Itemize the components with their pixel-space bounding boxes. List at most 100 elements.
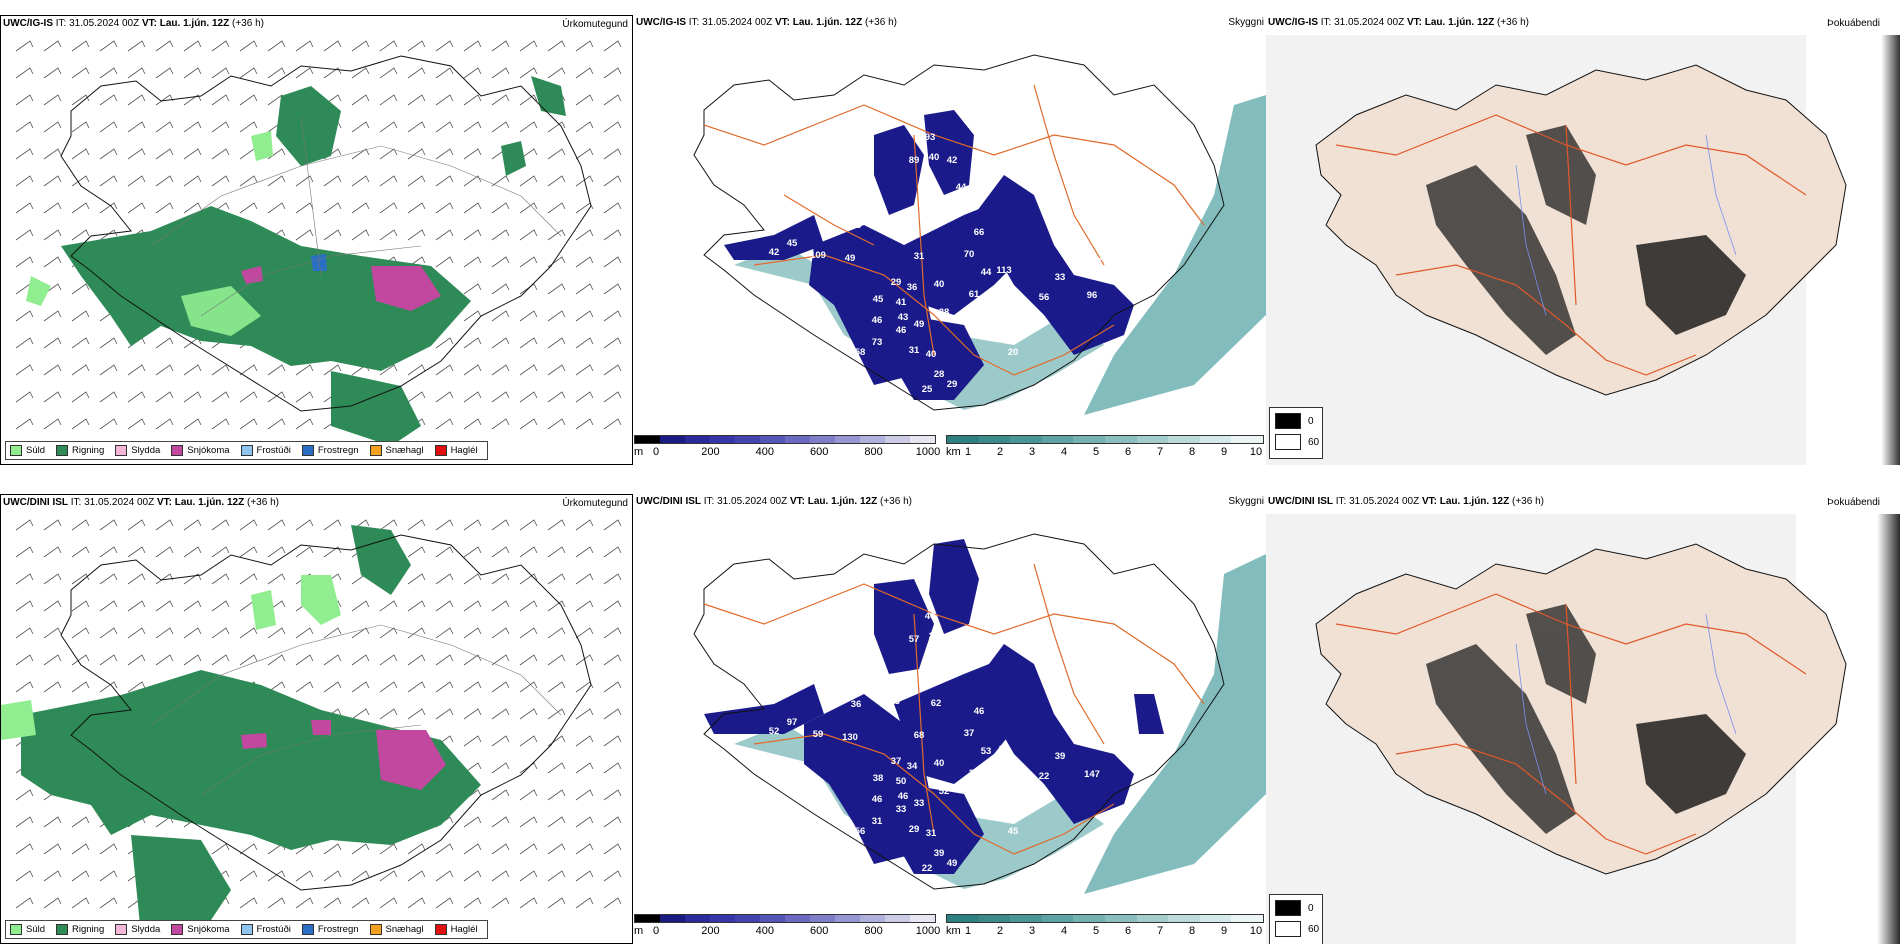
wind-barb [127,121,146,133]
legend-swatch [10,924,22,935]
cloud-base-colorbar: m 0 200 400 600 800 1000 [634,435,946,460]
wind-barb [575,627,594,639]
cloud-area [894,315,984,400]
wind-barb [407,364,426,376]
wind-barb [99,600,118,612]
wind-barb [463,310,482,322]
wind-barb [323,546,342,558]
wind-barb [603,391,622,403]
wind-barb [71,654,90,666]
wind-barb [407,391,426,403]
wind-barb [127,67,146,79]
rain-area [501,141,526,176]
legend-label: Slydda [131,445,161,456]
wind-barb [99,364,118,376]
wind-barb [211,364,230,376]
rivers [1515,613,1737,795]
cloud-base-label: 56 [1039,292,1050,303]
cloud-base-label: 31 [872,816,883,827]
wind-barb [323,364,342,376]
wind-barb [547,148,566,160]
drizzle-area [1,700,36,740]
wind-barb [491,654,510,666]
panel-header: UWC/DINI ISL IT: 31.05.2024 00Z VT: Lau.… [1268,496,1544,507]
wind-barb [183,600,202,612]
wind-barb [239,897,258,909]
wind-barb [519,418,538,430]
wind-barb [491,202,510,214]
legend-label: Súld [26,445,46,456]
cloud-base-label: 40 [934,279,945,290]
wind-barb [463,229,482,241]
colorbar-segment [1168,915,1200,922]
colorbar-segment [785,915,810,922]
legend-swatch [434,924,447,935]
precip-map-row1 [15,40,622,446]
wind-barb [183,67,202,79]
wind-barb [99,67,118,79]
wind-barb [267,40,286,52]
wind-barb [155,573,174,585]
wind-barb [127,94,146,106]
wind-barb [295,546,314,558]
wind-barb [519,762,538,774]
wind-barb [379,843,398,855]
colorbar-tick: 200 [701,446,720,458]
wind-barb [379,94,398,106]
wind-barb [127,175,146,187]
wind-barb [379,627,398,639]
cloud-base-label: 29 [891,277,902,288]
wind-barb [127,600,146,612]
colorbar-segment [635,436,660,443]
wind-barb [575,418,594,430]
colorbar-tick: 1 [964,446,972,458]
wind-barb [183,654,202,666]
wind-barb [491,256,510,268]
colorbar-tick: 2 [996,446,1004,458]
fog-legend-label: 0 [1308,415,1314,427]
wind-barb [15,627,34,639]
wind-barb [435,627,454,639]
wind-barb [491,762,510,774]
cloud-area [929,539,979,634]
wind-barb [603,519,622,531]
wind-barb [463,364,482,376]
legend-swatch [369,924,382,935]
colorbar-tick: 0 [652,925,660,937]
iceland-outline [693,533,1225,890]
colorbar-tick: 3 [1028,446,1036,458]
wind-barb [43,573,62,585]
cloud-base-label: 37 [964,728,975,739]
wind-barb [71,546,90,558]
cloud-base-label: 34 [999,744,1010,755]
colorbar-segment [1073,915,1105,922]
wind-barb [99,573,118,585]
wind-barb [155,202,174,214]
wind-barb [575,256,594,268]
legend-label: Slydda [131,924,161,935]
wind-barb [519,654,538,666]
cloud-base-label: 44 [956,182,967,193]
wind-barb [519,816,538,828]
snow-area [376,730,446,790]
legend-label: Rigning [72,445,105,456]
wind-barb [519,175,538,187]
wind-barb [491,708,510,720]
iceland-outline [693,54,1225,411]
wind-barb [407,121,426,133]
wind-barb [323,843,342,855]
wind-barb [407,94,426,106]
wind-barb [491,573,510,585]
wind-barb [323,627,342,639]
wind-barb [71,94,90,106]
cloud-base-label: 52 [769,726,780,737]
cloud-base-label: 45 [787,238,798,249]
wind-barb [435,546,454,558]
wind-barb [71,573,90,585]
cloud-base-label: 28 [969,768,980,779]
wind-barb [267,870,286,882]
wind-barb [15,175,34,187]
fog-shading [1426,125,1746,355]
legend-swatch [115,445,128,456]
wind-barb [435,364,454,376]
